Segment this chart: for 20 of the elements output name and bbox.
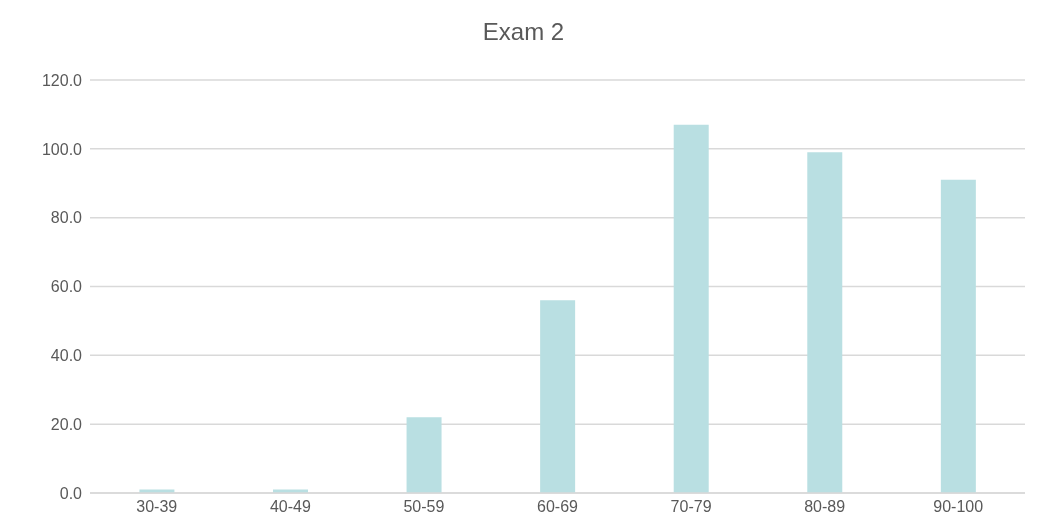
y-tick-label: 0.0 — [59, 484, 83, 502]
y-tick-label: 120.0 — [41, 71, 83, 89]
chart-title: Exam 2 — [481, 17, 566, 47]
y-tick-label: 40.0 — [50, 347, 83, 365]
y-tick-label: 60.0 — [50, 278, 83, 296]
y-tick-label: 20.0 — [50, 415, 83, 433]
y-tick-label: 80.0 — [50, 209, 83, 227]
bar — [406, 417, 442, 493]
bar — [940, 179, 976, 493]
bar — [540, 300, 576, 493]
x-tick-label: 40-49 — [269, 498, 311, 516]
x-tick-label: 60-69 — [537, 498, 579, 516]
x-tick-label: 90-100 — [933, 498, 984, 516]
x-tick-label: 80-89 — [804, 498, 846, 516]
x-tick-label: 50-59 — [403, 498, 445, 516]
x-tick-label: 30-39 — [136, 498, 178, 516]
x-tick-label: 70-79 — [670, 498, 712, 516]
y-tick-label: 100.0 — [41, 140, 83, 158]
bar — [807, 152, 843, 493]
bar — [673, 124, 709, 493]
